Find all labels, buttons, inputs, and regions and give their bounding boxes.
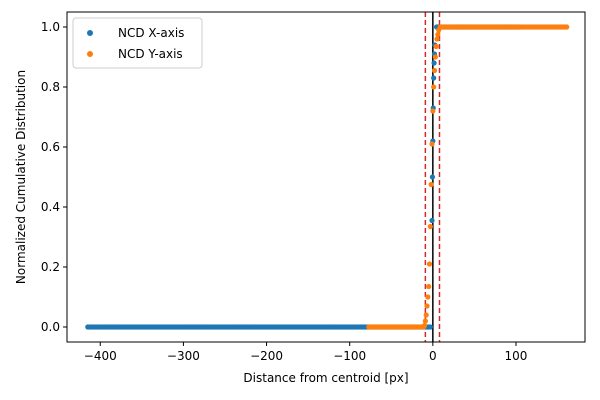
x-tick-label: 0: [429, 349, 437, 363]
data-point: [424, 303, 430, 309]
data-point: [431, 75, 437, 81]
data-point: [422, 318, 428, 324]
data-point: [428, 181, 434, 188]
y-tick-label: 1.0: [41, 20, 60, 34]
data-point: [426, 283, 432, 290]
data-point: [564, 24, 570, 30]
legend: NCD X-axis NCD Y-axis: [72, 17, 203, 69]
x-tick-label: −200: [250, 349, 283, 363]
x-tick-label: −100: [333, 349, 366, 363]
x-axis-title: Distance from centroid [px]: [243, 371, 408, 385]
data-point: [433, 43, 439, 50]
legend-marker-ncd-y: [87, 51, 93, 57]
data-point: [435, 31, 441, 38]
data-point: [427, 223, 433, 230]
data-point: [434, 36, 440, 42]
y-axis-title: Normalized Cumulative Distribution: [14, 70, 28, 284]
y-axis-ticks: 0.0 0.2 0.4 0.6 0.8 1.0: [41, 20, 67, 334]
data-point: [430, 108, 436, 114]
data-point: [429, 141, 435, 147]
legend-box: [72, 17, 203, 69]
data-point: [432, 54, 438, 60]
data-point: [431, 84, 437, 90]
series-ncd-y: [366, 24, 570, 330]
legend-label-ncd-x: NCD X-axis: [118, 26, 184, 40]
x-tick-label: −400: [84, 349, 117, 363]
legend-marker-ncd-x: [87, 30, 93, 36]
x-tick-label: −300: [167, 349, 200, 363]
y-tick-label: 0.4: [41, 200, 60, 214]
data-point: [421, 322, 428, 329]
data-point: [427, 324, 433, 330]
y-tick-label: 0.8: [41, 80, 60, 94]
series-layer: [85, 24, 570, 330]
data-point: [426, 261, 433, 267]
x-axis-ticks: −400 −300 −200 −100 0 100: [84, 342, 528, 363]
legend-label-ncd-y: NCD Y-axis: [118, 47, 183, 61]
x-tick-label: 100: [505, 349, 528, 363]
data-point: [423, 312, 429, 318]
plot-frame: [66, 11, 586, 343]
y-tick-label: 0.6: [41, 140, 60, 154]
data-point: [431, 60, 437, 66]
data-point: [431, 67, 438, 74]
data-point: [429, 217, 435, 224]
y-tick-label: 0.2: [41, 260, 60, 274]
y-tick-label: 0.0: [41, 320, 60, 334]
data-point: [429, 174, 436, 180]
data-point: [425, 294, 431, 300]
